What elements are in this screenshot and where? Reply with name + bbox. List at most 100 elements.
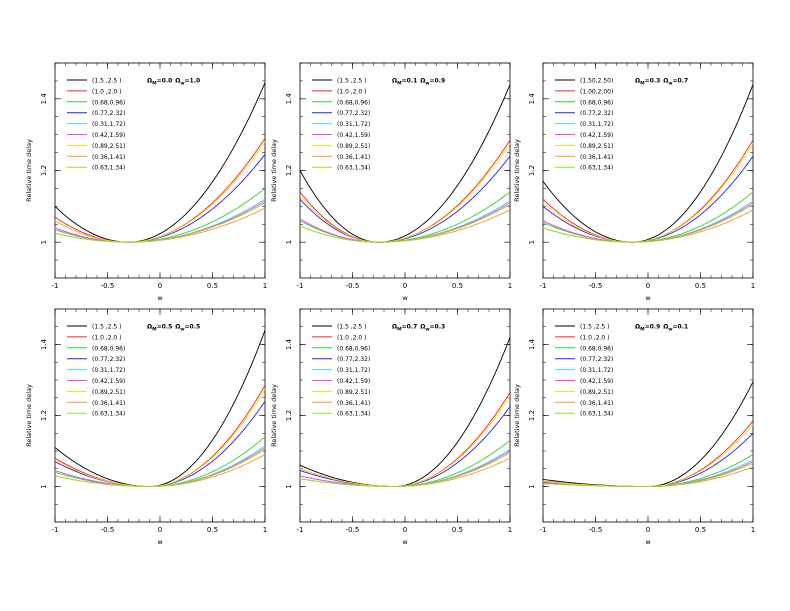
- y-tick-label: 1.4: [528, 93, 536, 105]
- x-tick-label: 0.5: [452, 282, 463, 290]
- x-tick-label: -0.5: [101, 282, 115, 290]
- omega-symbol: Ω: [175, 78, 180, 85]
- omega-symbol: Ω: [147, 324, 152, 331]
- legend-label: (0.63,1.34): [580, 165, 613, 172]
- omega-w-value: =1.0: [185, 78, 201, 85]
- omega-symbol: Ω: [420, 324, 425, 331]
- y-tick-label: 1.2: [40, 165, 48, 176]
- series-line: [300, 204, 510, 243]
- plot-frame: [299, 62, 511, 279]
- omega-m-value: =0.0: [157, 78, 173, 85]
- legend-label: (0.89,2.51): [580, 143, 613, 150]
- series-line: [543, 155, 753, 243]
- x-tick-label: 0: [403, 526, 407, 534]
- legend-label: (0.42,1.59): [337, 378, 370, 385]
- legend-label: (1.5 ,2.5 ): [92, 78, 122, 85]
- omega-w-value: =0.3: [430, 324, 446, 331]
- series-line: [55, 388, 265, 487]
- y-tick-label: 1: [285, 484, 293, 488]
- omega-w-subscript: w: [668, 82, 672, 87]
- series-line: [55, 330, 265, 487]
- series-line: [55, 198, 265, 243]
- panel-6: -1 -0.5 0 0.5 1 1 1.2 1.4 w Relative time delay (1…: [513, 308, 755, 546]
- x-tick-label: 0.5: [207, 526, 218, 534]
- x-tick-label: -1: [297, 526, 304, 534]
- y-tick-label: 1.4: [40, 338, 48, 350]
- x-tick-label: 0.5: [695, 282, 706, 290]
- series-line: [543, 463, 753, 487]
- legend-label: (0.77,2.32): [92, 356, 125, 363]
- series-line: [300, 337, 510, 487]
- panel-4: -1 -0.5 0 0.5 1 1 1.2 1.4 w Relative time delay (1…: [25, 308, 267, 546]
- omega-w-value: =0.7: [673, 78, 689, 85]
- omega-m-value: =0.9: [645, 324, 661, 331]
- y-tick-label: 1.4: [285, 338, 293, 350]
- omega-symbol: Ω: [635, 324, 640, 331]
- y-axis-label: Relative time delay: [513, 139, 521, 202]
- x-axis-label: w: [402, 294, 408, 302]
- x-tick-label: 1: [751, 282, 755, 290]
- omega-annotation: ΩM=0.0 Ωw=1.0: [147, 78, 200, 87]
- legend-label: (0.42,1.59): [92, 132, 125, 139]
- legend-label: (0.77,2.32): [337, 356, 370, 363]
- series-line: [300, 155, 510, 243]
- y-axis-label: Relative time delay: [25, 384, 33, 447]
- series-line: [543, 84, 753, 243]
- x-axis-label: w: [402, 538, 408, 546]
- y-axis-label: Relative time delay: [270, 384, 278, 447]
- legend-label: (0.68,0.96): [580, 99, 613, 106]
- omega-symbol: Ω: [420, 78, 425, 85]
- y-tick-label: 1: [285, 240, 293, 244]
- legend-label: (0.36,1.41): [580, 400, 613, 407]
- omega-m-value: =0.1: [402, 78, 418, 85]
- y-tick-label: 1.2: [285, 410, 293, 421]
- x-tick-label: 0.5: [695, 526, 706, 534]
- legend-label: (0.36,1.41): [580, 154, 613, 161]
- y-tick-label: 1.2: [528, 410, 536, 421]
- legend-label: (0.36,1.41): [92, 154, 125, 161]
- omega-m-value: =0.7: [402, 324, 418, 331]
- y-axis-label: Relative time delay: [25, 139, 33, 202]
- omega-w-subscript: w: [425, 82, 429, 87]
- x-axis-label: w: [645, 294, 651, 302]
- x-tick-label: -0.5: [589, 282, 603, 290]
- plot-frame: [542, 308, 754, 523]
- series-line: [300, 191, 510, 243]
- legend-label: (0.68,0.96): [92, 345, 125, 352]
- x-tick-label: -0.5: [346, 282, 360, 290]
- y-tick-label: 1.4: [40, 93, 48, 105]
- omega-symbol: Ω: [663, 324, 668, 331]
- y-axis-label: Relative time delay: [513, 384, 521, 447]
- y-tick-label: 1.2: [528, 165, 536, 176]
- omega-symbol: Ω: [175, 324, 180, 331]
- omega-m-subscript: M: [152, 81, 157, 87]
- legend-label: (0.31,1.72): [92, 121, 125, 128]
- x-tick-label: 0: [158, 282, 162, 290]
- legend-label: (0.89,2.51): [92, 143, 125, 150]
- y-tick-label: 1.2: [40, 410, 48, 421]
- legend-label: (0.36,1.41): [337, 154, 370, 161]
- x-tick-label: 0: [646, 282, 650, 290]
- legend-label: (0.42,1.59): [92, 378, 125, 385]
- omega-symbol: Ω: [392, 78, 397, 85]
- y-tick-label: 1.2: [285, 165, 293, 176]
- y-tick-label: 1: [40, 484, 48, 488]
- legend-label: (0.63,1.34): [92, 165, 125, 172]
- y-tick-label: 1.4: [528, 338, 536, 350]
- x-axis-label: w: [157, 294, 163, 302]
- x-tick-label: 0: [646, 526, 650, 534]
- y-tick-label: 1: [40, 240, 48, 244]
- legend-label: (0.89,2.51): [92, 389, 125, 396]
- legend-label: (0.63,1.34): [92, 411, 125, 418]
- legend-label: (0.68,0.96): [92, 99, 125, 106]
- omega-symbol: Ω: [147, 78, 152, 85]
- legend-label: (0.31,1.72): [580, 367, 613, 374]
- y-axis-label: Relative time delay: [270, 139, 278, 202]
- panel-1: -1 -0.5 0 0.5 1 1 1.2 1.4 w Relative time delay (1…: [25, 62, 267, 302]
- x-tick-label: 1: [751, 526, 755, 534]
- series-line: [300, 452, 510, 487]
- series-line: [300, 392, 510, 487]
- series-line: [543, 143, 753, 243]
- legend-label: (1.5 ,2.5 ): [337, 78, 367, 85]
- x-tick-label: -0.5: [101, 526, 115, 534]
